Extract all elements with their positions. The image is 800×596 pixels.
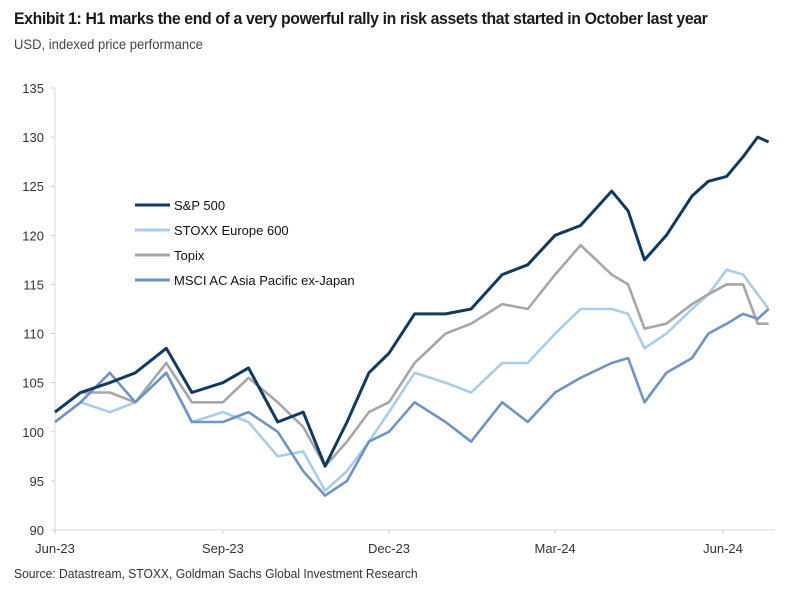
y-tick-label: 100 — [22, 425, 44, 440]
y-tick-label: 130 — [22, 130, 44, 145]
x-tick-label: Mar-24 — [534, 541, 575, 556]
legend-label: MSCI AC Asia Pacific ex-Japan — [174, 273, 355, 288]
x-tick-label: Jun-23 — [35, 541, 75, 556]
series-line-msci-ac-asia-pacific-ex-japan — [54, 308, 770, 497]
y-tick-label: 115 — [23, 277, 44, 292]
y-tick-label: 90 — [30, 523, 44, 538]
source-note: Source: Datastream, STOXX, Goldman Sachs… — [14, 566, 418, 581]
y-tick-label: 120 — [22, 228, 44, 243]
y-tick-label: 105 — [22, 376, 44, 391]
y-tick-label: 95 — [30, 474, 44, 489]
x-tick-label: Dec-23 — [368, 541, 410, 556]
series-line-topix — [54, 243, 769, 468]
y-tick-label: 135 — [22, 81, 44, 96]
legend-label: S&P 500 — [174, 198, 225, 213]
legend-label: Topix — [174, 248, 205, 263]
chart-title: Exhibit 1: H1 marks the end of a very po… — [14, 9, 708, 28]
y-tick-label: 110 — [23, 327, 44, 342]
series-line-s-p-500 — [54, 135, 770, 468]
x-tick-label: Sep-23 — [202, 541, 244, 556]
chart-subtitle: USD, indexed price performance — [14, 36, 203, 52]
y-tick-label: 125 — [22, 179, 44, 194]
legend-label: STOXX Europe 600 — [174, 223, 289, 238]
x-tick-label: Jun-24 — [703, 541, 743, 556]
